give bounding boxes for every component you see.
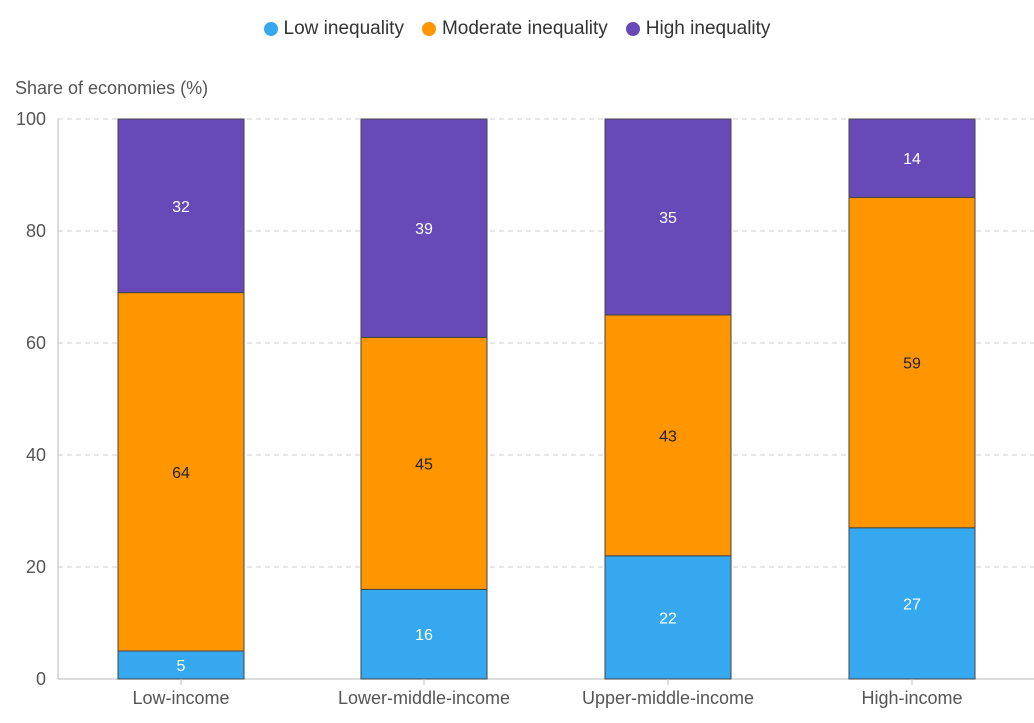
y-axis-label: Share of economies (%) [15, 78, 209, 98]
x-tick-label: Upper-middle-income [582, 688, 754, 708]
bar-value-label: 45 [415, 456, 433, 473]
y-tick-label: 60 [26, 333, 46, 353]
legend-item-moderate-inequality[interactable]: Moderate inequality [421, 18, 608, 40]
bar-value-label: 14 [903, 151, 921, 168]
bar-segment [848, 118, 976, 198]
y-tick-label: 80 [26, 221, 46, 241]
x-tick-label: Lower-middle-income [338, 688, 510, 708]
legend-swatch-low [263, 22, 278, 36]
legend-swatch-high [625, 22, 640, 36]
bar-segment [848, 527, 976, 680]
bar-value-label: 64 [172, 465, 190, 482]
legend-label-low: Low inequality [283, 18, 404, 39]
legend-item-high-inequality[interactable]: High inequality [625, 18, 771, 40]
legend-label-high: High inequality [645, 18, 771, 39]
bar-segment [604, 314, 732, 557]
bar-value-label: 35 [659, 210, 677, 227]
bar-value-label: 32 [172, 199, 190, 216]
bar-value-label: 59 [903, 356, 921, 373]
y-tick-label: 0 [36, 669, 46, 689]
bar-segment [848, 196, 976, 529]
legend-item-low-inequality[interactable]: Low inequality [263, 18, 404, 40]
bar-segment [117, 292, 245, 652]
x-tick-label: Low-income [132, 688, 229, 708]
bar-value-label: 22 [659, 610, 677, 627]
legend-swatch-moderate [421, 22, 436, 36]
bar-value-label: 39 [415, 221, 433, 238]
y-tick-label: 20 [26, 557, 46, 577]
legend-label-moderate: Moderate inequality [441, 18, 608, 39]
bar-value-label: 27 [903, 596, 921, 613]
x-tick-label: High-income [861, 688, 962, 708]
legend: Low inequality Moderate inequality High … [0, 18, 1034, 40]
bar-value-label: 16 [415, 627, 433, 644]
bar-segment [604, 118, 732, 316]
y-tick-label: 40 [26, 445, 46, 465]
bar-segment [360, 118, 488, 338]
bar-segment [117, 118, 245, 294]
bar-segment [360, 336, 488, 590]
y-tick-label: 100 [16, 109, 46, 129]
bar-value-label: 43 [659, 428, 677, 445]
bar-value-label: 5 [177, 658, 186, 675]
